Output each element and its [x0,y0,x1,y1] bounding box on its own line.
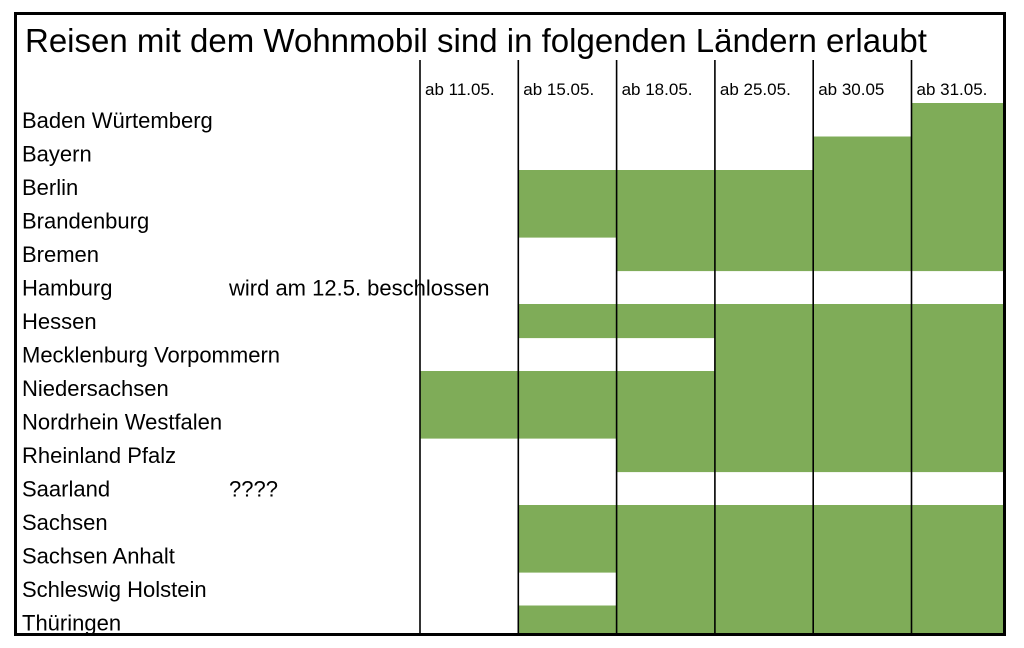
row-label: Hessen [22,309,97,334]
cell-allowed [714,304,814,339]
cell-allowed [911,170,1003,205]
cell-allowed [813,538,913,573]
row-label: Niedersachsen [22,376,169,401]
cells-layer [420,103,1003,633]
cell-allowed [616,304,716,339]
cell-allowed [714,605,814,633]
column-header: ab 25.05. [720,80,791,99]
row-label: Saarland [22,477,110,502]
cell-allowed [911,538,1003,573]
cell-allowed [518,371,618,406]
cell-allowed [714,572,814,607]
cell-allowed [518,538,618,573]
row-label: Berlin [22,175,78,200]
row-note: ???? [229,477,278,502]
cell-allowed [420,371,519,406]
cell-allowed [813,304,913,339]
cell-allowed [813,237,913,272]
row-label: Hamburg [22,276,112,301]
cell-allowed [911,337,1003,372]
cell-allowed [813,605,913,633]
cell-allowed [518,404,618,439]
cell-allowed [518,304,618,339]
column-header: ab 11.05. [425,80,495,99]
cell-allowed [616,404,716,439]
cell-allowed [714,404,814,439]
cell-allowed [813,572,913,607]
cell-allowed [714,237,814,272]
lines-layer [419,60,913,633]
cell-allowed [911,304,1003,339]
row-label: Schleswig Holstein [22,577,207,602]
cell-allowed [420,404,519,439]
row-label: Mecklenburg Vorpommern [22,343,280,368]
cell-allowed [813,203,913,238]
column-header: ab 15.05. [523,80,594,99]
cell-allowed [518,170,618,205]
cell-allowed [714,170,814,205]
cell-allowed [911,572,1003,607]
cell-allowed [813,505,913,540]
row-label: Nordrhein Westfalen [22,410,222,435]
cell-allowed [714,538,814,573]
row-label: Bayern [22,142,92,167]
cell-allowed [911,136,1003,171]
cell-allowed [616,237,716,272]
cell-allowed [813,136,913,171]
cell-allowed [616,438,716,473]
cell-allowed [616,203,716,238]
cell-allowed [714,438,814,473]
cell-allowed [714,371,814,406]
row-label: Sachsen [22,510,108,535]
cell-allowed [616,538,716,573]
cell-allowed [813,371,913,406]
cell-allowed [911,203,1003,238]
column-header: ab 31.05. [917,80,988,99]
cell-allowed [714,337,814,372]
cell-allowed [813,438,913,473]
labels-layer: ab 11.05. ab 15.05. ab 18.05. ab 25.05. ab 3… [22,80,987,633]
cell-allowed [714,203,814,238]
cell-allowed [911,103,1003,138]
cell-allowed [616,605,716,633]
row-label: Sachsen Anhalt [22,544,175,569]
cell-allowed [911,605,1003,633]
column-header: ab 18.05. [622,80,693,99]
row-label: Baden Würtemberg [22,108,213,133]
row-label: Brandenburg [22,209,149,234]
cell-allowed [911,505,1003,540]
cell-allowed [911,237,1003,272]
cell-allowed [518,605,618,633]
cell-allowed [911,404,1003,439]
column-header: ab 30.05 [818,80,884,99]
cell-allowed [616,170,716,205]
cell-allowed [714,505,814,540]
cell-allowed [518,505,618,540]
cell-allowed [813,170,913,205]
cell-allowed [911,371,1003,406]
cell-allowed [616,572,716,607]
row-note: wird am 12.5. beschlossen [228,276,489,301]
row-label: Bremen [22,242,99,267]
cell-allowed [813,337,913,372]
cell-allowed [616,371,716,406]
chart-svg: ab 11.05. ab 15.05. ab 18.05. ab 25.05. ab 3… [22,60,1003,633]
cell-allowed [518,203,618,238]
row-label: Thüringen [22,611,121,634]
cell-allowed [911,438,1003,473]
row-label: Rheinland Pfalz [22,443,176,468]
chart-frame: Reisen mit dem Wohnmobil sind in folgend… [14,12,1006,636]
cell-allowed [813,404,913,439]
chart-title: Reisen mit dem Wohnmobil sind in folgend… [25,22,927,59]
cell-allowed [616,505,716,540]
